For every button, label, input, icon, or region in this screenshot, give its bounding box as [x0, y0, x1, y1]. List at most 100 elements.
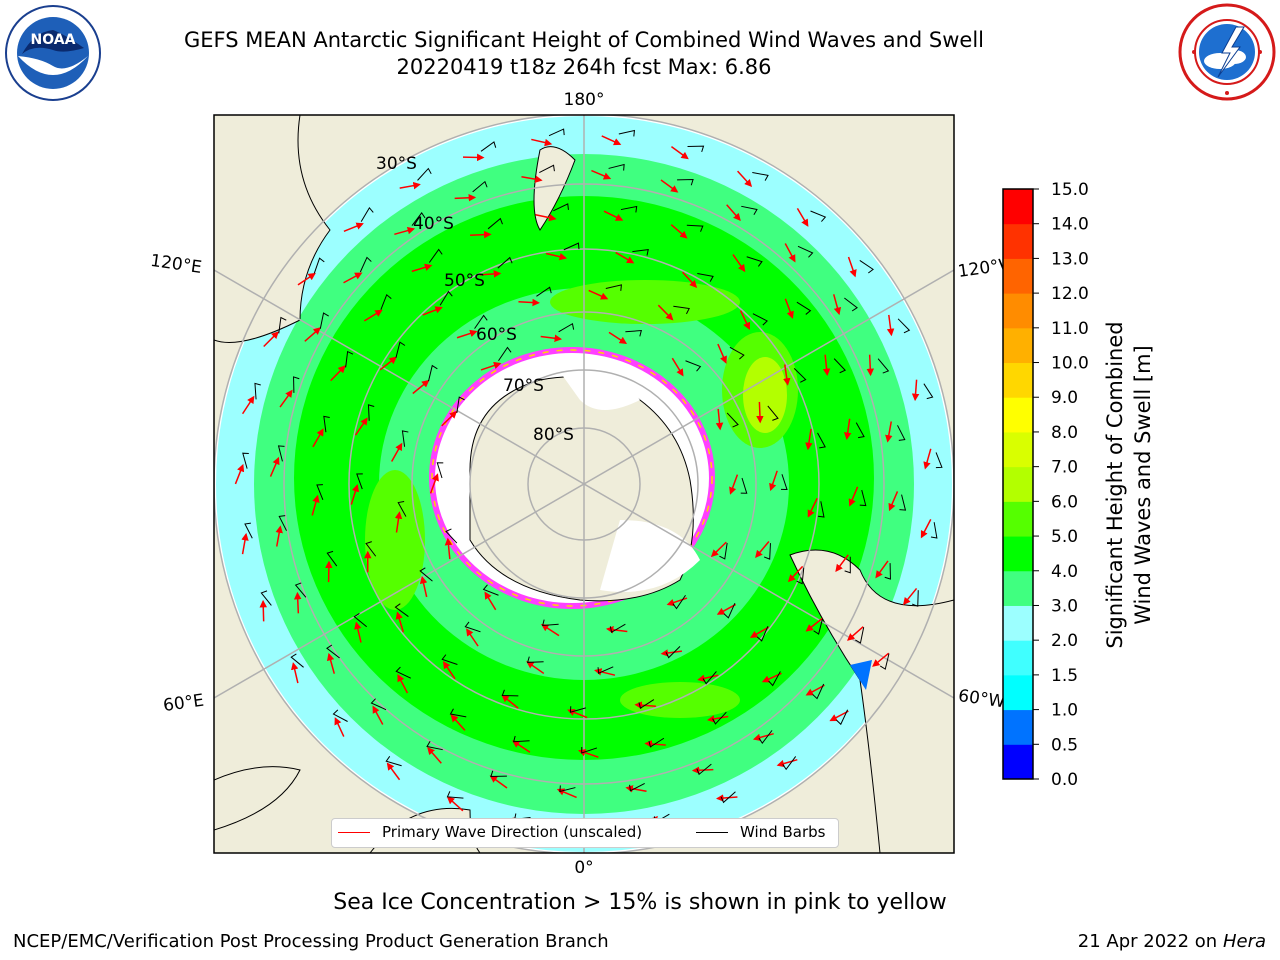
wind-barb [897, 425, 906, 441]
wave-direction-arrow [784, 298, 794, 319]
wave-direction-arrow [807, 498, 818, 518]
wind-barb [720, 791, 736, 804]
wave-direction-arrow [419, 575, 428, 598]
wave-direction-arrow [601, 135, 622, 146]
wind-barb [359, 256, 372, 273]
wind-barb [923, 383, 934, 400]
wave-direction-arrow [866, 354, 875, 377]
colorbar-tick-label: 3.0 [1051, 596, 1078, 616]
colorbar-frame [1002, 188, 1034, 780]
wave-direction-arrow [363, 309, 383, 322]
wind-barb [648, 737, 665, 748]
wind-barb [620, 205, 638, 213]
wave-direction-arrow [885, 421, 893, 443]
wind-barb [242, 452, 249, 469]
wave-direction-arrow [312, 428, 324, 448]
wave-direction-arrows [234, 128, 943, 833]
nws-logo [1178, 3, 1276, 105]
wave-direction-arrow [412, 379, 430, 395]
colorbar-segment [1003, 431, 1033, 468]
meridian-label-180: 180° [564, 90, 605, 110]
madagascar-land [214, 766, 301, 831]
wave-direction-arrow [343, 222, 364, 233]
wind-barb [456, 396, 465, 413]
wave-direction-arrow [379, 356, 397, 371]
colorbar-tick-label: 0.0 [1051, 770, 1078, 790]
wind-barb [385, 756, 402, 767]
wind-barb [618, 129, 636, 137]
wave-direction-arrow [729, 474, 739, 495]
wind-barb [380, 293, 392, 310]
sea-ice-note: Sea Ice Concentration > 15% is shown in … [333, 890, 947, 915]
wind-barb [365, 541, 377, 557]
wave-direction-arrow [783, 364, 791, 386]
ice-shelf-weddell [600, 520, 700, 592]
wind-barb [548, 128, 565, 137]
wind-barb [474, 314, 488, 329]
wave-field-6-7m [743, 357, 787, 433]
ice-shelf-ross [560, 369, 640, 410]
wave-direction-arrow [241, 395, 255, 415]
wave-direction-arrow [279, 389, 293, 408]
wave-direction-arrow [671, 145, 689, 160]
wave-direction-arrow [578, 749, 599, 758]
wind-barb [797, 245, 814, 258]
wave-direction-arrow [386, 762, 401, 781]
wind-barb [290, 653, 304, 668]
wave-direction-arrow [531, 138, 553, 147]
wind-barb [244, 522, 253, 539]
wind-barb [539, 164, 555, 173]
wave-direction-arrow [588, 289, 609, 300]
colorbar-label-line1: Significant Height of Combined [1103, 321, 1127, 648]
colorbar-tick-label: 14.0 [1051, 215, 1089, 235]
wave-field-5-6m-west [365, 470, 425, 610]
colorbar-segment [1003, 536, 1033, 572]
wave-direction-arrow [291, 662, 299, 684]
wave-direction-arrow [872, 652, 890, 667]
wave-direction-arrow [691, 766, 714, 775]
legend-label-wave: Primary Wave Direction (unscaled) [382, 823, 643, 841]
wave-direction-arrow [394, 226, 416, 236]
colorbar-tick-label: 13.0 [1051, 249, 1089, 269]
wave-direction-arrow [717, 343, 727, 364]
wave-direction-arrow [304, 327, 321, 342]
footer-date-text: 21 Apr 2022 on [1077, 931, 1223, 952]
wind-barb [608, 163, 625, 171]
wave-direction-arrow [489, 775, 508, 789]
wave-direction-arrow [805, 684, 825, 696]
colorbar-tick-label: 7.0 [1051, 458, 1078, 478]
wind-barb [294, 582, 307, 598]
wind-barb [632, 249, 649, 256]
colorbar-tick-label: 6.0 [1051, 492, 1078, 512]
wave-direction-arrow [521, 175, 543, 183]
wind-barb [395, 666, 411, 679]
wave-direction-arrow [311, 494, 320, 516]
wave-direction-arrow [429, 473, 439, 494]
colorbar-segment [1003, 744, 1033, 780]
wind-barb [512, 735, 530, 743]
wave-direction-arrow [903, 587, 918, 606]
colorbar-tick-label: 4.0 [1051, 562, 1078, 582]
wave-direction-arrow [608, 331, 628, 345]
wind-barb [482, 584, 499, 596]
colorbar-tick-label: 15.0 [1051, 180, 1089, 200]
wave-direction-arrow [450, 714, 466, 731]
wave-direction-arrow [796, 208, 809, 227]
wind-barb [767, 405, 779, 421]
wind-barb [686, 224, 704, 232]
wave-direction-arrow [444, 537, 453, 560]
lat-label-70s: 70°S [503, 376, 544, 396]
colorbar-segment [1003, 570, 1033, 606]
wind-barb [911, 590, 919, 607]
wind-barb [441, 654, 458, 665]
wave-direction-arrow [666, 597, 688, 607]
lat-label-30s: 30°S [376, 154, 417, 174]
wind-barb [796, 301, 812, 315]
wave-direction-arrow [275, 525, 283, 547]
wind-barb [930, 522, 938, 539]
wind-barb [356, 473, 363, 490]
wind-barb [332, 709, 348, 722]
wind-barb [360, 206, 374, 222]
colorbar-segment [1003, 640, 1033, 676]
wind-barb [719, 543, 728, 560]
